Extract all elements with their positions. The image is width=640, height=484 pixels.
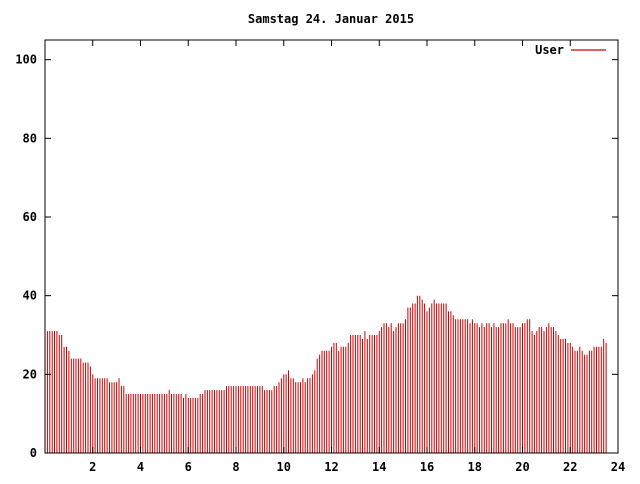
x-tick-label: 18 [468,460,482,474]
x-tick-label: 4 [137,460,144,474]
x-tick-label: 14 [372,460,386,474]
y-tick-label: 100 [15,53,37,67]
x-tick-label: 24 [611,460,625,474]
y-tick-label: 60 [23,210,37,224]
y-tick-label: 40 [23,289,37,303]
x-tick-label: 2 [89,460,96,474]
x-tick-label: 6 [185,460,192,474]
y-tick-label: 0 [30,446,37,460]
chart-title: Samstag 24. Januar 2015 [248,12,414,26]
x-tick-label: 20 [515,460,529,474]
legend: User [535,43,606,57]
x-tick-label: 10 [277,460,291,474]
y-tick-label: 20 [23,367,37,381]
legend-label: User [535,43,564,57]
y-tick-label: 80 [23,131,37,145]
x-tick-label: 22 [563,460,577,474]
bars-layer [44,295,607,453]
x-tick-label: 8 [232,460,239,474]
x-tick-label: 16 [420,460,434,474]
x-tick-label: 12 [324,460,338,474]
